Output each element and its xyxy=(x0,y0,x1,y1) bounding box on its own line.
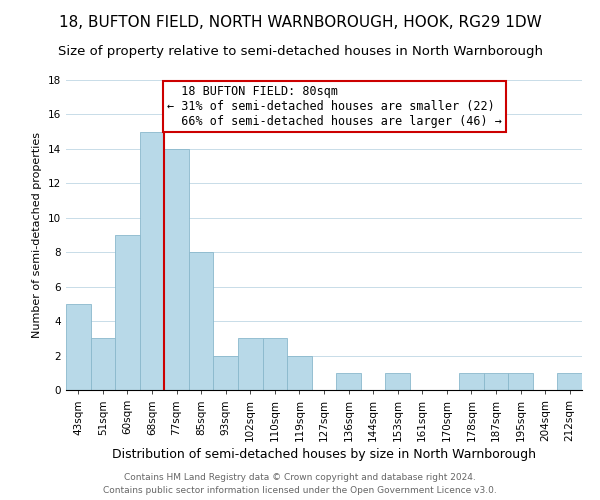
Bar xyxy=(263,338,287,390)
Bar xyxy=(238,338,263,390)
Bar xyxy=(66,304,91,390)
Bar xyxy=(91,338,115,390)
Bar xyxy=(140,132,164,390)
Text: 18, BUFTON FIELD, NORTH WARNBOROUGH, HOOK, RG29 1DW: 18, BUFTON FIELD, NORTH WARNBOROUGH, HOO… xyxy=(59,15,541,30)
Text: Contains HM Land Registry data © Crown copyright and database right 2024.
Contai: Contains HM Land Registry data © Crown c… xyxy=(103,473,497,495)
Bar xyxy=(164,149,189,390)
Y-axis label: Number of semi-detached properties: Number of semi-detached properties xyxy=(32,132,43,338)
X-axis label: Distribution of semi-detached houses by size in North Warnborough: Distribution of semi-detached houses by … xyxy=(112,448,536,461)
Bar xyxy=(459,373,484,390)
Bar xyxy=(508,373,533,390)
Bar xyxy=(484,373,508,390)
Bar xyxy=(385,373,410,390)
Text: Size of property relative to semi-detached houses in North Warnborough: Size of property relative to semi-detach… xyxy=(58,45,542,58)
Bar xyxy=(214,356,238,390)
Bar xyxy=(336,373,361,390)
Bar xyxy=(115,235,140,390)
Bar xyxy=(287,356,312,390)
Bar xyxy=(557,373,582,390)
Text: 18 BUFTON FIELD: 80sqm
← 31% of semi-detached houses are smaller (22)
  66% of s: 18 BUFTON FIELD: 80sqm ← 31% of semi-det… xyxy=(167,85,502,128)
Bar xyxy=(189,252,214,390)
